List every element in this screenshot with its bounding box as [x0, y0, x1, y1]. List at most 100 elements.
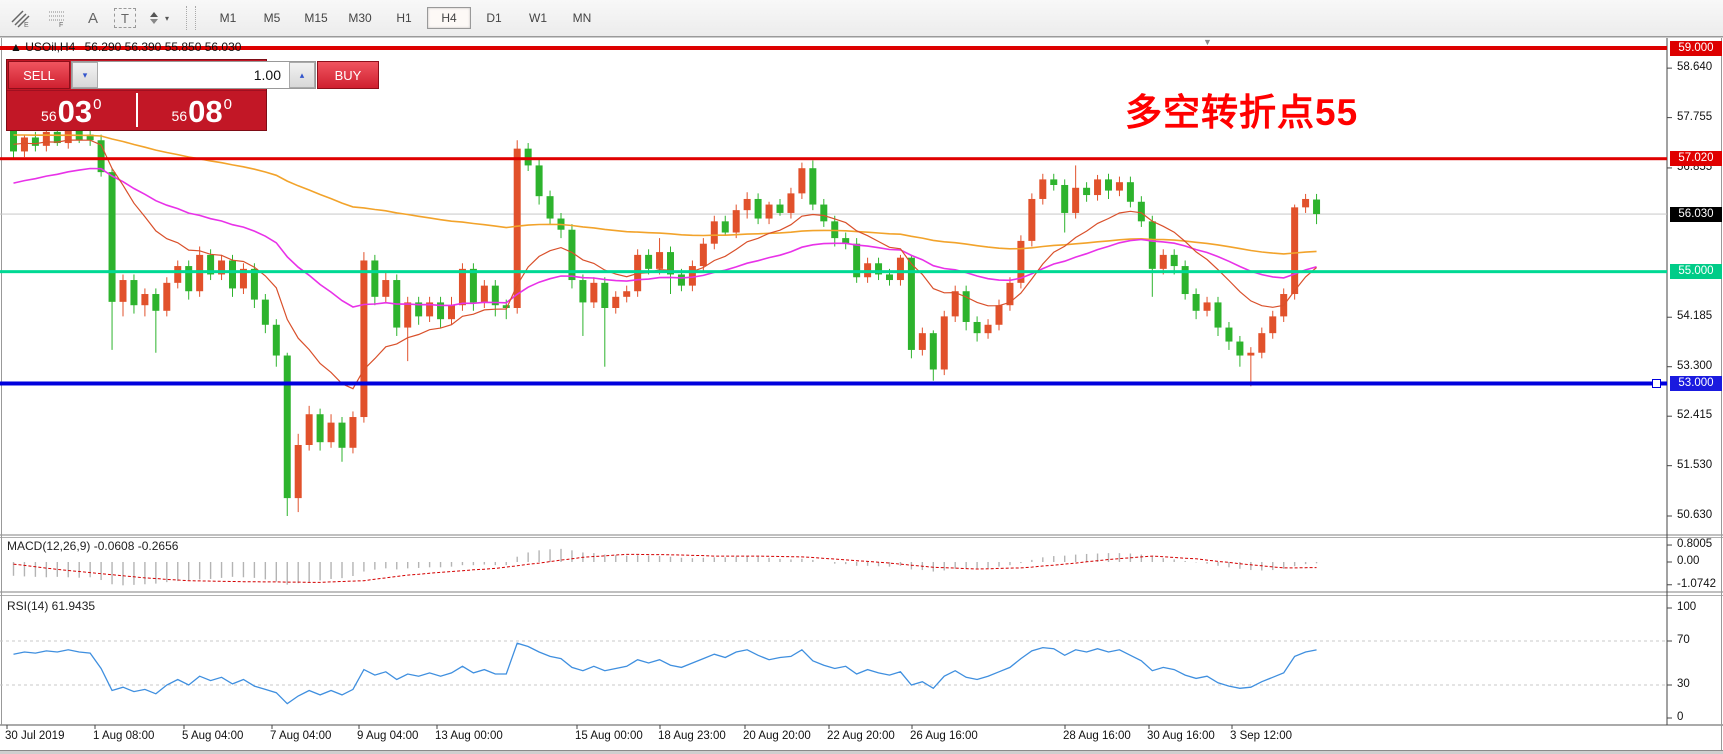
- price-divider: [135, 93, 138, 127]
- sell-price-whole: 56: [41, 108, 57, 124]
- time-tick: 30 Aug 16:00: [1147, 730, 1215, 742]
- hline-resistance-59: [0, 46, 1667, 50]
- time-tick: 7 Aug 04:00: [270, 730, 332, 742]
- ohlc-low: 55.850: [164, 40, 202, 54]
- price-tick: 53.300: [1677, 359, 1713, 372]
- window-bottom-edge[interactable]: [0, 750, 1723, 754]
- price-tick: 58.640: [1677, 61, 1713, 74]
- toolbar: E F A T ▾ M1 M5 M15 M30 H1 H4 D1 W1 MN: [0, 0, 1723, 37]
- time-tick: 20 Aug 20:00: [743, 730, 811, 742]
- hline-current-price: [0, 213, 1667, 215]
- rsi-tick: 70: [1677, 634, 1690, 646]
- time-tick: 13 Aug 00:00: [435, 730, 503, 742]
- chart-annotation-text: 多空转折点55: [1125, 92, 1359, 133]
- svg-text:E: E: [24, 22, 29, 29]
- price-badge-57.020: 57.020: [1670, 151, 1722, 167]
- buy-price-pips: 08: [188, 94, 223, 129]
- volume-increase-button[interactable]: ▴: [289, 62, 315, 88]
- chart-shift-marker-icon[interactable]: ▼: [1203, 37, 1212, 47]
- macd-signal-line: [13, 553, 1317, 583]
- moving-averages-group: [13, 134, 1317, 390]
- symbol-header: ▲ USOil,H4 56.290 56.390 55.850 56.030: [10, 40, 241, 54]
- ma-mid-magenta: [13, 167, 1317, 308]
- rsi-tick: 100: [1677, 601, 1697, 613]
- time-tick: 28 Aug 16:00: [1063, 730, 1131, 742]
- time-tick: 3 Sep 12:00: [1230, 730, 1293, 742]
- buy-price-whole: 56: [171, 108, 188, 124]
- text-label-icon[interactable]: A: [87, 9, 98, 27]
- macd-tick: -1.0742: [1677, 577, 1717, 590]
- candles-group: [10, 123, 1321, 517]
- time-tick: 9 Aug 04:00: [357, 730, 419, 742]
- tab-m1[interactable]: M1: [219, 11, 237, 25]
- ma-fast-red: [13, 139, 1317, 390]
- buy-button[interactable]: BUY: [317, 61, 379, 89]
- pane-borders: [0, 36, 1723, 750]
- rsi-label: RSI(14) 61.9435: [7, 599, 96, 613]
- price-badge-56.030: 56.030: [1670, 206, 1722, 222]
- sell-button[interactable]: SELL: [8, 61, 70, 89]
- price-tick: 51.530: [1677, 458, 1713, 471]
- line-studies-icon[interactable]: E: [6, 5, 36, 31]
- grid-objects-icon[interactable]: F: [42, 5, 72, 31]
- price-tick: 57.755: [1677, 110, 1713, 123]
- price-badge-55.000: 55.000: [1670, 264, 1722, 280]
- time-tick: 22 Aug 20:00: [827, 730, 895, 742]
- sell-price-point: 0: [93, 96, 102, 113]
- time-tick: 18 Aug 23:00: [658, 730, 726, 742]
- axis-ticks: [6, 67, 1672, 729]
- volume-input[interactable]: [98, 62, 289, 88]
- price-badge-53.000: 53.000: [1670, 375, 1722, 391]
- macd-group: [12, 548, 1318, 586]
- collapse-arrow-icon[interactable]: ▲: [10, 40, 22, 54]
- hline-resistance-57: [0, 157, 1667, 161]
- macd-tick: 0.00: [1677, 555, 1700, 567]
- volume-decrease-button[interactable]: ▾: [72, 62, 98, 88]
- buy-price-point: 0: [223, 96, 232, 113]
- tab-h4-selected[interactable]: H4: [427, 7, 471, 29]
- tab-m15[interactable]: M15: [304, 11, 328, 25]
- dropdown-caret-icon[interactable]: ▾: [164, 13, 169, 23]
- buy-price-display[interactable]: 56 08 0: [138, 91, 267, 129]
- macd-tick: 0.8005: [1677, 538, 1713, 551]
- tab-h1[interactable]: H1: [396, 11, 412, 25]
- horizontal-level-lines: [0, 46, 1667, 386]
- hline-drag-handle[interactable]: [1652, 379, 1661, 388]
- sell-price-pips: 03: [57, 94, 93, 129]
- svg-text:F: F: [59, 22, 63, 29]
- macd-label: MACD(12,26,9) -0.0608 -0.2656: [7, 539, 179, 553]
- time-tick: 26 Aug 16:00: [910, 730, 978, 742]
- toolbar-grip[interactable]: [186, 6, 196, 30]
- price-badge-59.000: 59.000: [1670, 40, 1722, 56]
- price-tick: 50.630: [1677, 509, 1713, 521]
- tab-m30[interactable]: M30: [348, 11, 372, 25]
- ohlc-open: 56.290: [84, 40, 122, 54]
- price-tick: 54.185: [1677, 310, 1713, 323]
- time-tick: 15 Aug 00:00: [575, 730, 643, 742]
- cycle-arrows-icon[interactable]: ▾: [142, 5, 172, 31]
- time-tick: 5 Aug 04:00: [182, 730, 244, 742]
- text-box-icon[interactable]: T: [114, 8, 136, 28]
- ohlc-high: 56.390: [124, 40, 162, 54]
- tab-w1[interactable]: W1: [529, 11, 547, 25]
- volume-spinner: ▾ ▴: [71, 61, 316, 89]
- time-tick: 30 Jul 2019: [5, 730, 65, 742]
- time-tick: 1 Aug 08:00: [93, 730, 155, 742]
- sell-price-display[interactable]: 56 03 0: [7, 91, 136, 129]
- symbol-name: USOil,H4: [25, 40, 76, 54]
- rsi-tick: 30: [1677, 678, 1690, 690]
- rsi-tick: 0: [1677, 711, 1684, 723]
- rsi-group: [0, 640, 1667, 705]
- hline-support-53: [0, 381, 1667, 386]
- hline-pivot-55: [0, 270, 1667, 274]
- ma-slow-orange: [13, 134, 1317, 255]
- one-click-trading-panel: SELL ▾ ▴ BUY 56 03 0 56 08 0: [6, 59, 379, 131]
- tab-d1[interactable]: D1: [486, 11, 502, 25]
- ohlc-close: 56.030: [204, 40, 242, 54]
- tab-mn[interactable]: MN: [572, 11, 592, 25]
- price-tick: 52.415: [1677, 409, 1713, 422]
- rsi-line: [13, 642, 1317, 705]
- tab-m5[interactable]: M5: [263, 11, 281, 25]
